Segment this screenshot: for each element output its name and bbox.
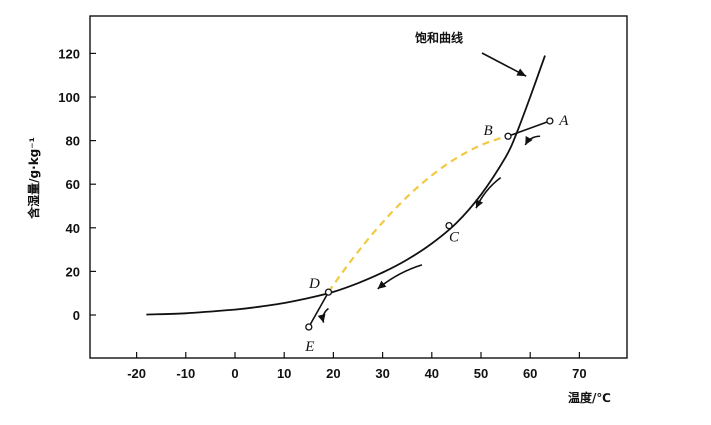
x-axis-title: 温度/℃	[568, 390, 611, 405]
point-b-marker	[504, 132, 512, 140]
plot-frame	[89, 15, 628, 359]
process-line-a-b	[507, 120, 551, 137]
point-a-label: A	[558, 113, 569, 129]
point-c-marker	[445, 221, 453, 230]
x-tick-label: -20	[127, 366, 146, 381]
point-e-marker	[305, 323, 313, 331]
y-tick-label: 100	[58, 90, 80, 105]
flow-arrowhead	[377, 280, 387, 289]
y-tick-label: 40	[66, 221, 80, 236]
x-tick-label: 40	[425, 366, 439, 381]
callout-arrowhead	[516, 68, 527, 77]
y-tick-label: 20	[66, 264, 80, 279]
dashed-process-curve	[327, 135, 509, 293]
flow-arrowhead	[475, 199, 484, 209]
y-tick-label: 80	[66, 134, 80, 149]
y-tick-label: 120	[58, 46, 80, 61]
point-d-marker	[324, 288, 333, 296]
x-tick-label: 70	[572, 366, 586, 381]
y-tick-label: 60	[66, 177, 80, 192]
y-axis-title: 含湿量/g·kg⁻¹	[26, 137, 41, 219]
flow-arrowhead	[525, 136, 533, 145]
point-d-label: D	[308, 276, 320, 292]
process-line-d-e	[308, 291, 330, 328]
saturation-curve	[146, 55, 546, 316]
x-tick-label: 30	[375, 366, 389, 381]
x-tick-label: 20	[326, 366, 340, 381]
saturation-curve-callout-label: 饱和曲线	[415, 30, 463, 45]
x-tick-label: 0	[231, 366, 238, 381]
x-tick-label: 50	[474, 366, 488, 381]
x-tick-label: 10	[277, 366, 291, 381]
point-c-label: C	[449, 230, 460, 246]
point-a-marker	[546, 117, 554, 125]
y-tick-label: 0	[73, 308, 80, 323]
x-tick-label: -10	[176, 366, 195, 381]
point-b-label: B	[483, 123, 492, 139]
point-e-label: E	[304, 339, 314, 355]
flow-arrowhead	[317, 313, 326, 323]
x-tick-label: 60	[523, 366, 537, 381]
